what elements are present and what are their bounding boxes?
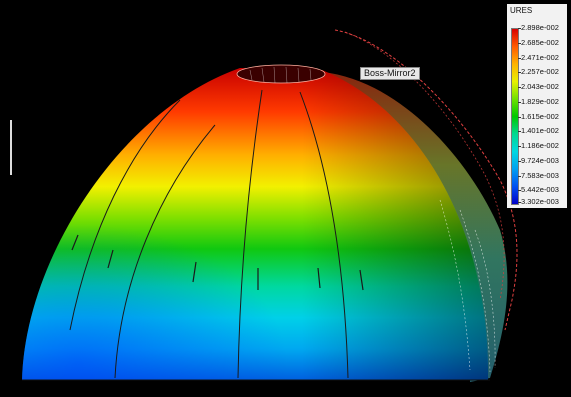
dome-top-opening bbox=[237, 65, 325, 83]
legend-tick: 1.829e-002 bbox=[518, 96, 559, 106]
boss-mirror-outline bbox=[334, 29, 518, 331]
legend-tick: 2.257e-002 bbox=[518, 67, 559, 77]
dome-top-rim bbox=[236, 64, 326, 84]
legend-tick-labels: 2.898e-002 2.685e-002 2.471e-002 2.257e-… bbox=[518, 24, 567, 206]
color-legend[interactable]: URES 2.898e-002 2.685e-002 2.471e-002 2.… bbox=[507, 4, 567, 208]
legend-tick: 2.685e-002 bbox=[518, 37, 559, 47]
legend-tick: 1.186e-002 bbox=[518, 141, 559, 150]
legend-tick: 3.302e-003 bbox=[518, 197, 559, 206]
legend-tick: 9.724e-003 bbox=[518, 155, 559, 165]
legend-tick: 5.442e-003 bbox=[518, 185, 559, 195]
top-opening-ribs bbox=[249, 66, 312, 84]
meridian-lines bbox=[69, 89, 349, 379]
legend-tick: 2.898e-002 bbox=[518, 23, 559, 32]
legend-tick: 7.583e-003 bbox=[518, 170, 559, 180]
surface-ticks bbox=[71, 234, 364, 291]
legend-title: URES bbox=[510, 6, 533, 15]
legend-tick: 2.471e-002 bbox=[518, 52, 559, 62]
boss-mirror-outline-inner bbox=[344, 31, 505, 301]
legend-tick: 1.401e-002 bbox=[518, 126, 559, 136]
dome-shading-right bbox=[22, 68, 489, 380]
legend-tick: 1.615e-002 bbox=[518, 111, 559, 121]
legend-tick: 2.043e-002 bbox=[518, 82, 559, 91]
boss-mirror-label[interactable]: Boss-Mirror2 bbox=[360, 67, 420, 80]
flank-dashed-edges bbox=[439, 199, 496, 373]
viewport-edge-marker bbox=[10, 120, 12, 175]
